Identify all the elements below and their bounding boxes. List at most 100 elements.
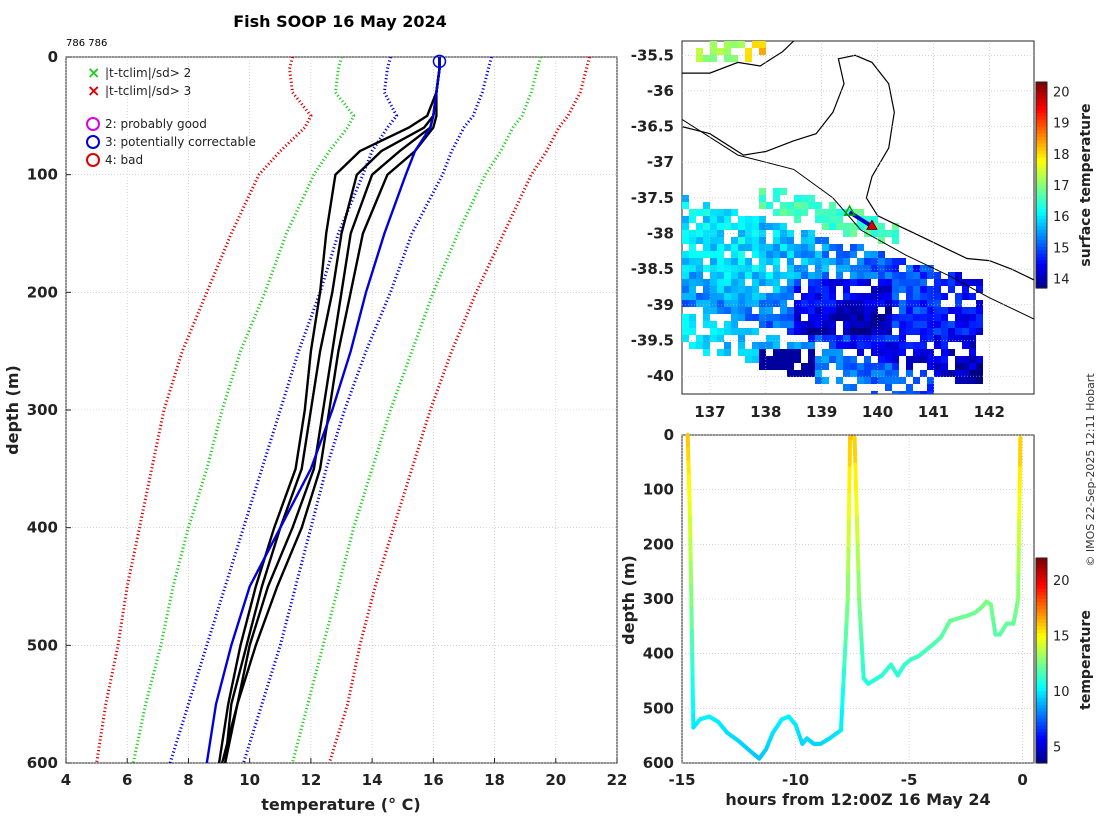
sst-cell (766, 356, 773, 363)
sst-cell (724, 216, 731, 223)
sst-cell (780, 314, 787, 321)
sst-cell (766, 244, 773, 251)
map-ytick-label: -37 (647, 153, 674, 171)
sst-cell (724, 258, 731, 265)
map-colorbar-step (1036, 198, 1047, 203)
td-colorbar-step (1036, 561, 1047, 566)
td-colorbar-step (1036, 657, 1047, 662)
sst-cell (738, 244, 745, 251)
sst-cell (878, 293, 885, 300)
sst-cell (689, 216, 696, 223)
sst-cell (745, 293, 752, 300)
sst-cell (892, 272, 899, 279)
sst-cell (717, 286, 724, 293)
map-colorbar-step (1036, 92, 1047, 97)
sst-cell (801, 230, 808, 237)
td-colorbar-step (1036, 711, 1047, 716)
sst-cell (885, 265, 892, 272)
sst-cell (871, 265, 878, 272)
map-ytick-label: -39.5 (631, 332, 674, 350)
sst-cell (850, 314, 857, 321)
sst-cell (913, 314, 920, 321)
sst-cell (822, 286, 829, 293)
map-colorbar-step (1036, 229, 1047, 234)
sst-cell (808, 251, 815, 258)
profile-xtick-label: 12 (300, 771, 321, 789)
td-segment (858, 623, 864, 641)
sst-cell (815, 251, 822, 258)
td-colorbar-step (1036, 575, 1047, 580)
sst-cell (885, 300, 892, 307)
sst-cell (878, 258, 885, 265)
sst-cell (696, 293, 703, 300)
td-colorbar-step (1036, 749, 1047, 754)
sst-cell (710, 55, 717, 62)
sst-cell (717, 265, 724, 272)
sst-cell (948, 279, 955, 286)
map-ytick-label: -37.5 (631, 189, 674, 207)
map-xtick-label: 140 (862, 403, 893, 421)
sst-cell (934, 363, 941, 370)
sst-cell (906, 293, 913, 300)
sst-cell (710, 48, 717, 55)
sst-cell (906, 370, 913, 377)
sst-cell (920, 349, 927, 356)
sst-cell (969, 279, 976, 286)
td-colorbar-tick: 10 (1053, 685, 1070, 700)
sst-cell (780, 202, 787, 209)
sst-cell (738, 279, 745, 286)
td-xtick-label: -15 (668, 771, 695, 789)
sst-cell (955, 328, 962, 335)
sst-cell (934, 300, 941, 307)
sst-cell (836, 279, 843, 286)
sst-cell (962, 363, 969, 370)
sst-cell (738, 272, 745, 279)
td-segment (860, 663, 866, 681)
sst-cell (787, 363, 794, 370)
sst-cell (976, 307, 983, 314)
sst-cell (682, 265, 689, 272)
td-colorbar-step (1036, 694, 1047, 699)
td-colorbar-step (1036, 629, 1047, 634)
sst-cell (836, 216, 843, 223)
sst-cell (745, 349, 752, 356)
sst-cell (829, 349, 836, 356)
sst-cell (745, 244, 752, 251)
td-ytick-label: 400 (643, 645, 674, 663)
sst-cell (934, 272, 941, 279)
td-colorbar-step (1036, 728, 1047, 733)
sst-cell (808, 279, 815, 286)
td-segment (842, 640, 848, 667)
sst-cell (843, 335, 850, 342)
td-segment (854, 489, 859, 521)
sst-cell (843, 251, 850, 258)
sst-cell (829, 286, 836, 293)
sst-cell (759, 314, 766, 321)
sst-cell (878, 223, 885, 230)
sst-cell (864, 377, 871, 384)
sst-cell (738, 349, 745, 356)
sst-cell (871, 349, 878, 356)
sst-cell (969, 335, 976, 342)
credit-text: © IMOS 22-Sep-2025 12:11 Hobart (1084, 373, 1097, 567)
sst-cell (829, 223, 836, 230)
sst-cell (766, 342, 773, 349)
sst-cell (955, 321, 962, 328)
sst-cell (759, 244, 766, 251)
profile-ytick-label: 0 (48, 48, 58, 66)
map-ytick-label: -38 (647, 225, 674, 243)
sst-cell (717, 209, 724, 216)
sst-cell (941, 335, 948, 342)
td-colorbar-step (1036, 633, 1047, 638)
sst-cell (864, 216, 871, 223)
sst-cell (787, 286, 794, 293)
profile-xtick-label: 18 (484, 771, 505, 789)
sst-cell (864, 258, 871, 265)
map-colorbar-step (1036, 205, 1047, 210)
sst-cell (710, 216, 717, 223)
sst-cell (906, 314, 913, 321)
sst-cell (780, 209, 787, 216)
sst-cell (703, 265, 710, 272)
sst-cell (773, 188, 780, 195)
sst-cell (836, 300, 843, 307)
